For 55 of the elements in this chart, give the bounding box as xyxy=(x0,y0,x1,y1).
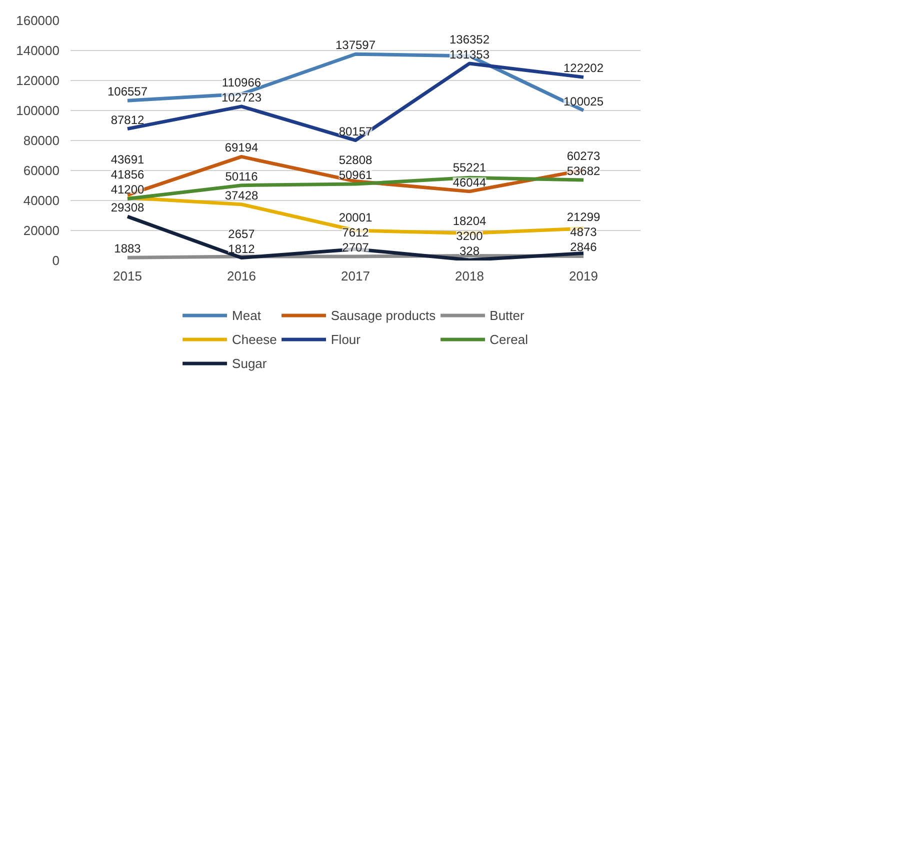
legend-label: Sugar xyxy=(232,356,267,370)
x-tick-label: 2019 xyxy=(569,268,598,284)
y-tick-label: 160000 xyxy=(16,13,60,28)
data-label: 69194 xyxy=(224,140,259,155)
data-label: 131353 xyxy=(449,47,490,62)
data-label: 53682 xyxy=(566,164,601,178)
y-tick-label: 0 xyxy=(52,253,60,268)
data-label: 29308 xyxy=(110,200,145,215)
legend-label: Flour xyxy=(330,332,360,346)
y-tick-label: 20000 xyxy=(23,223,60,238)
data-label: 46044 xyxy=(452,175,487,190)
data-label: 136352 xyxy=(449,32,490,46)
data-label: 328 xyxy=(459,244,480,258)
data-label: 1812 xyxy=(228,242,256,256)
legend-label: Meat xyxy=(232,308,261,322)
legend-label: Butter xyxy=(490,308,524,322)
data-label: 41200 xyxy=(110,182,145,197)
y-tick-label: 120000 xyxy=(16,73,60,88)
y-tick-label: 140000 xyxy=(16,43,60,58)
data-label: 122202 xyxy=(563,61,604,76)
data-label: 1883 xyxy=(114,242,142,256)
data-label: 41856 xyxy=(110,168,145,182)
data-label: 43691 xyxy=(110,152,145,167)
x-tick-label: 2018 xyxy=(455,268,484,284)
y-tick-label: 100000 xyxy=(16,103,60,118)
data-label: 21299 xyxy=(566,210,601,224)
data-label: 2846 xyxy=(570,240,598,254)
data-label: 137597 xyxy=(335,38,376,52)
y-tick-label: 40000 xyxy=(23,193,60,208)
x-tick-label: 2016 xyxy=(227,268,256,284)
data-label: 87812 xyxy=(110,112,145,127)
x-tick-label: 2015 xyxy=(113,268,142,284)
data-label: 2707 xyxy=(342,240,370,254)
data-label: 106557 xyxy=(107,84,148,99)
legend-label: Cereal xyxy=(490,332,528,346)
data-label: 60273 xyxy=(566,148,601,163)
data-label: 3200 xyxy=(456,229,484,244)
legend-label: Sausage products xyxy=(330,308,436,322)
data-label: 50116 xyxy=(225,169,258,184)
data-label: 18204 xyxy=(452,214,487,228)
legend-label: Cheese xyxy=(232,332,277,346)
y-tick-label: 60000 xyxy=(23,163,60,178)
data-label: 52808 xyxy=(338,153,373,168)
data-label: 100025 xyxy=(563,94,604,108)
data-label: 55221 xyxy=(452,160,487,174)
data-label: 102723 xyxy=(221,90,262,104)
data-label: 50961 xyxy=(338,168,373,182)
x-tick-label: 2017 xyxy=(341,268,370,284)
data-label: 80157 xyxy=(338,124,373,138)
data-label: 20001 xyxy=(338,210,373,224)
data-label: 110966 xyxy=(222,75,262,90)
data-label: 37428 xyxy=(224,188,259,202)
y-tick-label: 80000 xyxy=(23,133,60,148)
data-label: 2657 xyxy=(228,226,256,241)
data-label: 4873 xyxy=(570,225,598,240)
